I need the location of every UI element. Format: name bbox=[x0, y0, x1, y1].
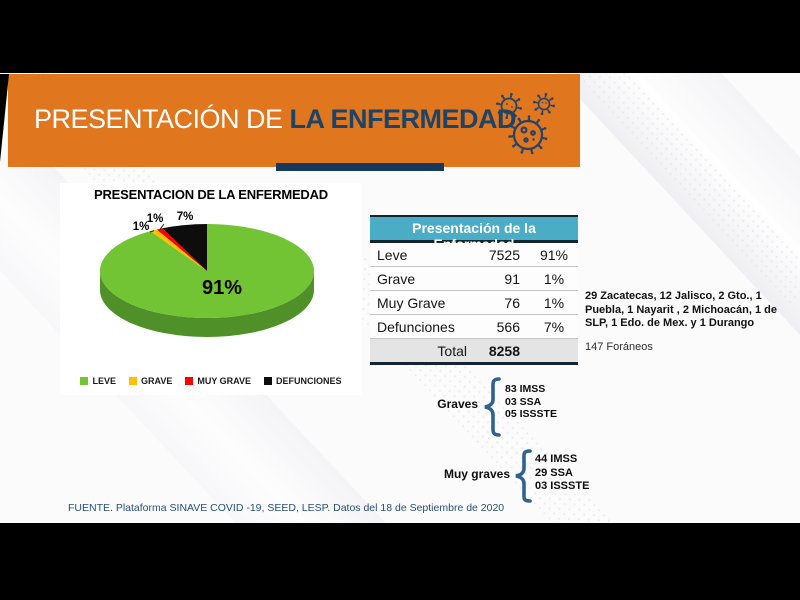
pie-chart-panel: PRESENTACION DE LA ENFERMEDAD 91% 1% 1% 7% … bbox=[60, 183, 362, 395]
slide-title-regular: PRESENTACIÓN DE bbox=[34, 104, 290, 134]
legend-swatch bbox=[128, 377, 137, 385]
graves-item: 05 ISSSTE bbox=[505, 408, 557, 420]
graves-label: Graves bbox=[437, 397, 478, 411]
pie-slice-grave bbox=[150, 229, 207, 271]
table-title: Presentación de la Enfermedad bbox=[370, 215, 578, 252]
slide-content: PRESENTACIÓN DE LA ENFERMEDAD PRESENTACI… bbox=[0, 73, 800, 523]
muy-graves-breakdown: 44 IMSS 29 SSA 03 ISSSTE bbox=[535, 453, 589, 494]
muy-graves-label: Muy graves bbox=[443, 467, 510, 481]
cell-total-label: Total bbox=[370, 338, 469, 365]
chart-legend: LEVE GRAVE MUY GRAVE DEFUNCIONES bbox=[60, 376, 362, 386]
cell-category: Muy Grave bbox=[370, 290, 469, 315]
table-row: Total 8258 bbox=[370, 338, 578, 365]
legend-swatch bbox=[80, 377, 89, 385]
pie-leader-line bbox=[149, 230, 155, 233]
cell-count: 91 bbox=[469, 266, 530, 291]
pie-percent-label: 1% bbox=[133, 221, 150, 233]
muy-graves-item: 44 IMSS bbox=[535, 453, 578, 465]
summary-table: Leve 7525 91% Grave 91 1% Muy Grave 76 1% Defunci… bbox=[370, 243, 578, 365]
muy-graves-item: 03 ISSSTE bbox=[535, 480, 590, 492]
legend-label: LEVE bbox=[92, 376, 116, 386]
slide-title: PRESENTACIÓN DE LA ENFERMEDAD bbox=[34, 104, 517, 135]
graves-item: 03 SSA bbox=[505, 395, 542, 408]
source-footnote: FUENTE. Plataforma SINAVE COVID -19, SEE… bbox=[68, 502, 505, 514]
cell-percent: 91% bbox=[530, 243, 578, 267]
pie-slice-muy-grave bbox=[156, 228, 207, 271]
pie-side-3d bbox=[100, 271, 314, 337]
table-row: Leve 7525 91% bbox=[370, 243, 578, 267]
legend-swatch bbox=[185, 377, 194, 385]
legend-label: DEFUNCIONES bbox=[276, 376, 342, 386]
virus-glyph bbox=[496, 93, 522, 119]
cell-empty bbox=[530, 338, 578, 365]
graves-breakdown: 83 IMSS 03 SSA 05 ISSSTE bbox=[505, 383, 557, 421]
legend-item: DEFUNCIONES bbox=[264, 376, 342, 386]
pie-leader-line bbox=[159, 223, 165, 230]
notes-block: 29 Zacatecas, 12 Jalisco, 2 Gto., 1 Pueb… bbox=[585, 290, 797, 353]
cell-total-value: 8258 bbox=[469, 338, 530, 365]
table-row: Grave 91 1% bbox=[370, 266, 578, 291]
cell-percent: 1% bbox=[530, 266, 578, 291]
muy-graves-item: 29 SSA bbox=[535, 466, 573, 479]
pie-percent-label: 91% bbox=[202, 277, 242, 299]
header-band: PRESENTACIÓN DE LA ENFERMEDAD bbox=[8, 74, 580, 167]
legend-item: GRAVE bbox=[128, 376, 173, 386]
brace-icon bbox=[515, 449, 532, 503]
virus-icon bbox=[496, 92, 556, 155]
legend-label: MUY GRAVE bbox=[197, 376, 252, 386]
foraneos-text: 147 Foráneos bbox=[585, 340, 653, 353]
brace-icon bbox=[484, 377, 501, 437]
pie-percent-label: 1% bbox=[147, 213, 164, 225]
pie-slice-defunciones bbox=[162, 224, 207, 271]
accent-underline-bar bbox=[276, 163, 444, 171]
pie-percent-label: 7% bbox=[177, 211, 194, 223]
table-row: Defunciones 566 7% bbox=[370, 314, 578, 339]
chart-title: PRESENTACION DE LA ENFERMEDAD bbox=[94, 187, 328, 202]
cell-percent: 1% bbox=[530, 290, 578, 315]
legend-label: GRAVE bbox=[140, 376, 173, 386]
corner-wedge bbox=[0, 74, 9, 162]
bottom-letterbox-bar bbox=[0, 523, 800, 600]
cell-percent: 7% bbox=[530, 314, 578, 339]
cell-category: Defunciones bbox=[370, 314, 469, 339]
pie-chart: 91% 1%1% 7% bbox=[100, 211, 314, 337]
cell-category: Leve bbox=[370, 243, 469, 267]
legend-item: MUY GRAVE bbox=[185, 376, 251, 386]
state-distribution-text: 29 Zacatecas, 12 Jalisco, 2 Gto., 1 Pueb… bbox=[585, 290, 777, 329]
virus-glyph bbox=[508, 115, 548, 155]
top-letterbox-bar bbox=[0, 0, 800, 73]
legend-swatch bbox=[264, 377, 273, 385]
slide-title-bold: LA ENFERMEDAD bbox=[289, 104, 517, 134]
cell-category: Grave bbox=[370, 266, 469, 291]
table-row: Muy Grave 76 1% bbox=[370, 290, 578, 315]
cell-count: 76 bbox=[469, 290, 530, 315]
graves-item: 83 IMSS bbox=[505, 383, 546, 395]
cell-count: 566 bbox=[469, 314, 530, 339]
cell-count: 7525 bbox=[469, 243, 530, 267]
virus-glyph bbox=[532, 92, 556, 116]
legend-item: LEVE bbox=[80, 376, 116, 386]
